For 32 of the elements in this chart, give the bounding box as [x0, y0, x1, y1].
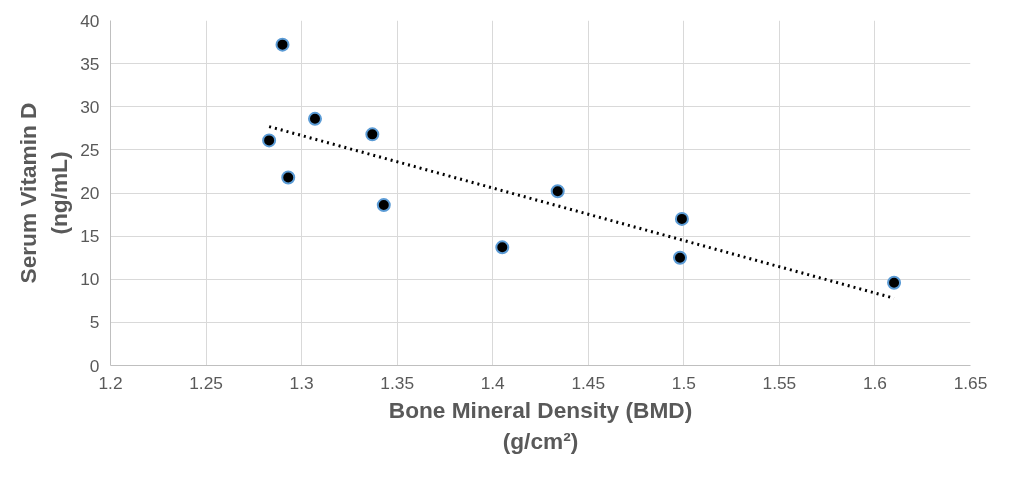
point	[307, 111, 322, 126]
x-tick-label: 1.55	[762, 372, 797, 393]
y-tick-label: 25	[80, 139, 100, 160]
point	[376, 198, 391, 213]
y-axis-title: Serum Vitamin D (ng/mL)	[15, 102, 73, 284]
x-tick-label: 1.3	[289, 372, 314, 393]
y-tick-label: 10	[80, 269, 100, 290]
y-tick-label: 20	[80, 183, 100, 203]
point	[365, 127, 380, 142]
point	[275, 37, 290, 52]
point	[281, 170, 296, 185]
y-tick-label: 0	[89, 355, 100, 376]
point	[887, 275, 902, 290]
x-tick-label: 1.45	[571, 372, 606, 393]
point	[550, 184, 565, 199]
x-tick-label: 1.2	[98, 372, 123, 393]
y-tick-label: 30	[80, 96, 100, 117]
x-tick-label: 1.65	[953, 372, 988, 393]
x-tick-label: 1.5	[671, 372, 696, 393]
y-tick-label: 5	[89, 312, 100, 333]
x-tick-label: 1.6	[862, 372, 887, 393]
x-tick-label: 1.25	[189, 372, 223, 393]
point	[495, 240, 510, 255]
y-tick-label: 35	[80, 53, 100, 74]
y-tick-label: 40	[80, 10, 100, 31]
point	[674, 211, 689, 226]
point	[673, 250, 688, 265]
x-tick-label: 1.35	[380, 372, 415, 393]
point	[262, 133, 277, 148]
y-tick-label: 15	[80, 226, 100, 247]
x-tick-label: 1.4	[480, 372, 506, 393]
x-axis-title: Bone Mineral Density (BMD) (g/cm²)	[388, 396, 693, 454]
